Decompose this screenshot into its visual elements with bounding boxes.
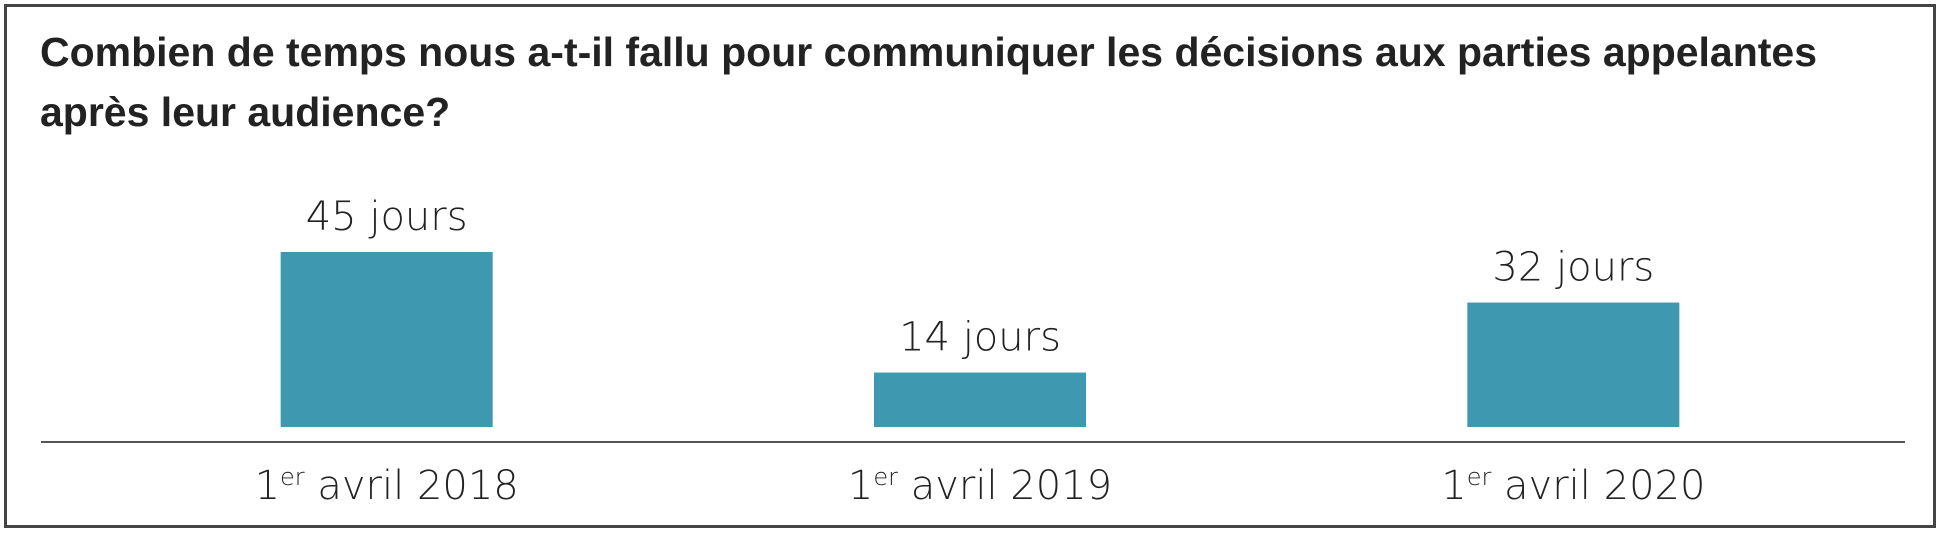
chart-frame — [4, 4, 1936, 528]
x-tick-label: 1er avril 2018 — [255, 463, 519, 509]
bar — [874, 372, 1086, 427]
x-tick-label: 1er avril 2019 — [848, 463, 1112, 509]
value-label: 32 jours — [1492, 245, 1654, 291]
bar — [1467, 302, 1680, 427]
x-tick-label: 1er avril 2020 — [1441, 463, 1705, 509]
bar — [280, 252, 493, 427]
value-label: 14 jours — [899, 315, 1061, 361]
chart-title: Combien de temps nous a-t-il fallu pour … — [40, 29, 1818, 135]
value-label: 45 jours — [306, 194, 468, 240]
